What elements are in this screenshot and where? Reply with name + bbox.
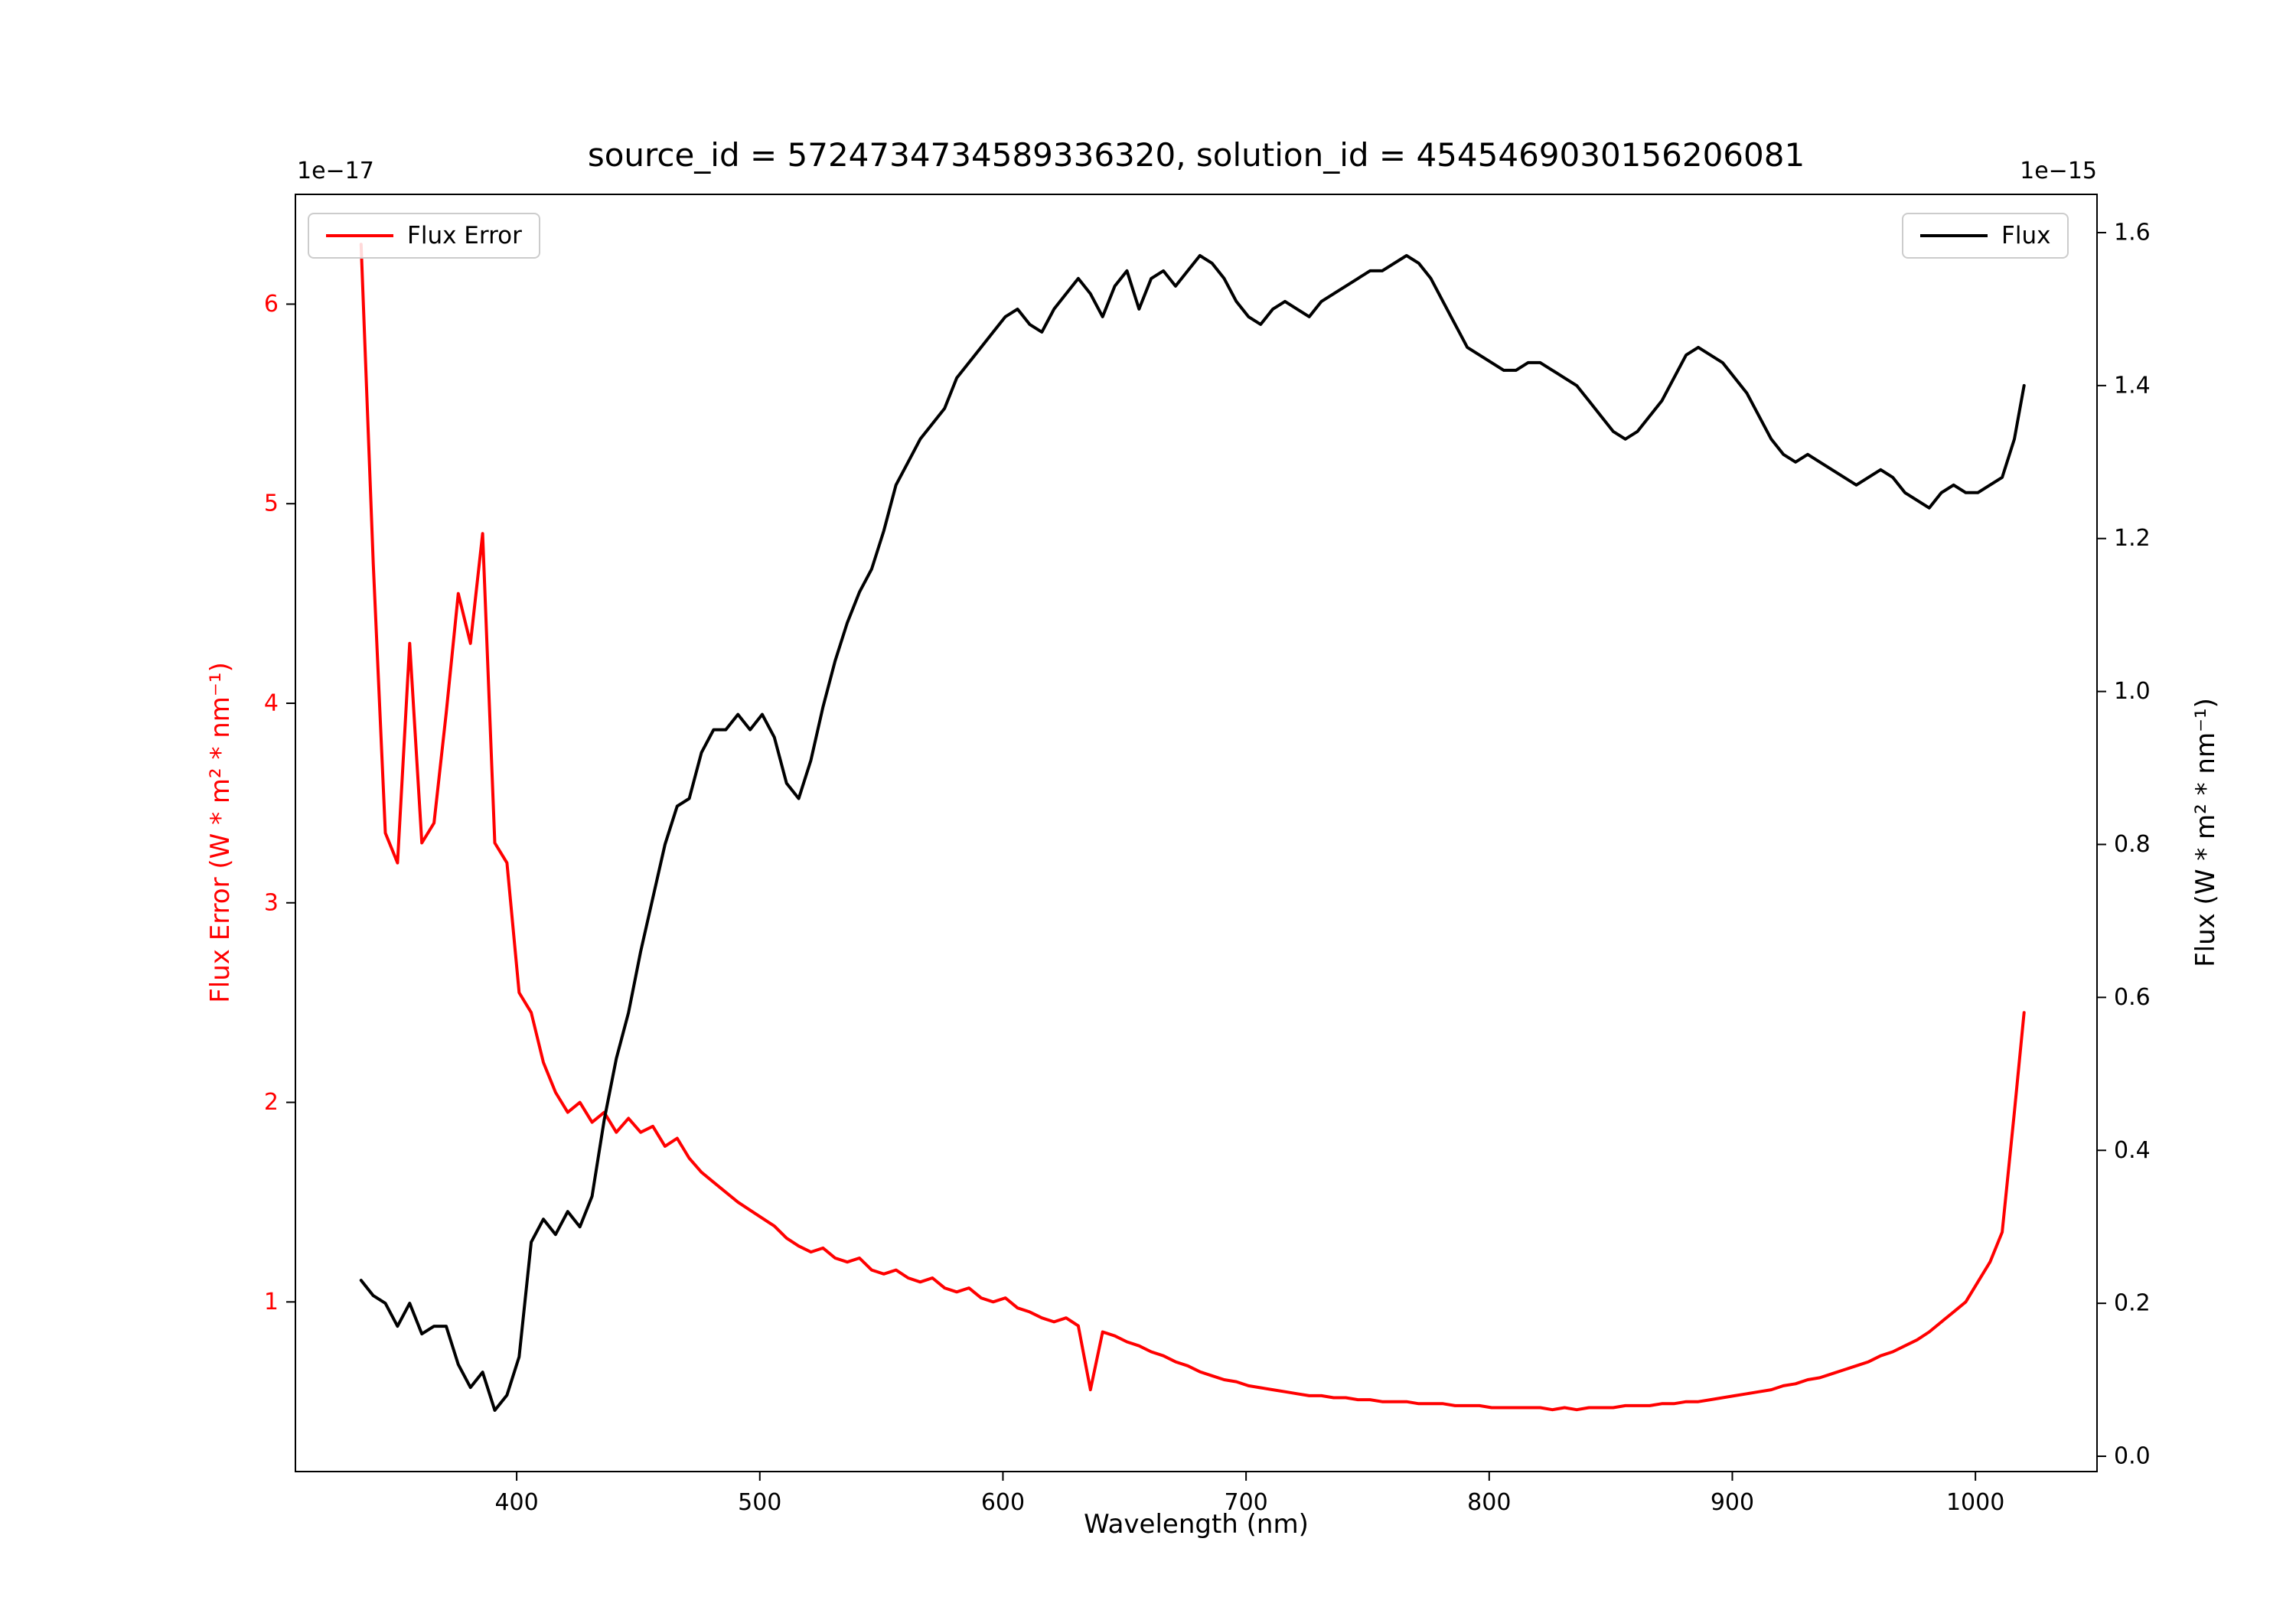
x-tick-label: 600 [981,1489,1025,1516]
x-tick-label: 1000 [1946,1489,2004,1516]
x-tick-label: 900 [1711,1489,1754,1516]
chart-title: source_id = 5724734734589336320, solutio… [587,136,1805,174]
y-left-tick-label: 5 [264,491,279,517]
flux-error-legend-line-icon [326,234,393,237]
y-right-tick-label: 0.4 [2114,1137,2151,1164]
flux-legend-line-icon [1920,234,1988,237]
x-tick-label: 700 [1224,1489,1267,1516]
y-left-tick-label: 3 [264,889,279,916]
legend-flux-error: Flux Error [308,213,540,259]
y-right-tick-label: 0.0 [2114,1443,2151,1470]
y-right-tick-label: 0.8 [2114,831,2151,858]
flux-legend-label: Flux [2001,222,2051,249]
legend-flux: Flux [1902,213,2069,259]
plot-border [295,194,2098,1472]
y-left-axis-label: Flux Error (W * m² * nm⁻¹) [205,662,236,1003]
y-left-tick-label: 4 [264,689,279,716]
flux-error-line [359,243,2026,1412]
y-right-tick-label: 1.4 [2114,372,2151,399]
y-left-tick-label: 6 [264,291,279,318]
y-right-tick-label: 1.2 [2114,525,2151,552]
x-tick-label: 500 [738,1489,781,1516]
y-right-tick-label: 1.6 [2114,219,2151,246]
flux-line [359,254,2026,1412]
y-left-tick-label: 2 [264,1089,279,1116]
flux-error-legend-label: Flux Error [407,222,522,249]
y-left-offset-text: 1e−17 [297,158,374,184]
y-left-tick-label: 1 [264,1289,279,1315]
y-right-tick-label: 1.0 [2114,678,2151,705]
y-right-axis-label: Flux (W * m² * nm⁻¹) [2190,698,2221,967]
x-axis-label: Wavelength (nm) [1084,1509,1309,1540]
x-tick-label: 800 [1467,1489,1511,1516]
y-right-tick-label: 0.6 [2114,984,2151,1011]
x-tick-label: 400 [494,1489,538,1516]
y-right-tick-label: 0.2 [2114,1290,2151,1317]
y-right-offset-text: 1e−15 [2020,158,2097,184]
